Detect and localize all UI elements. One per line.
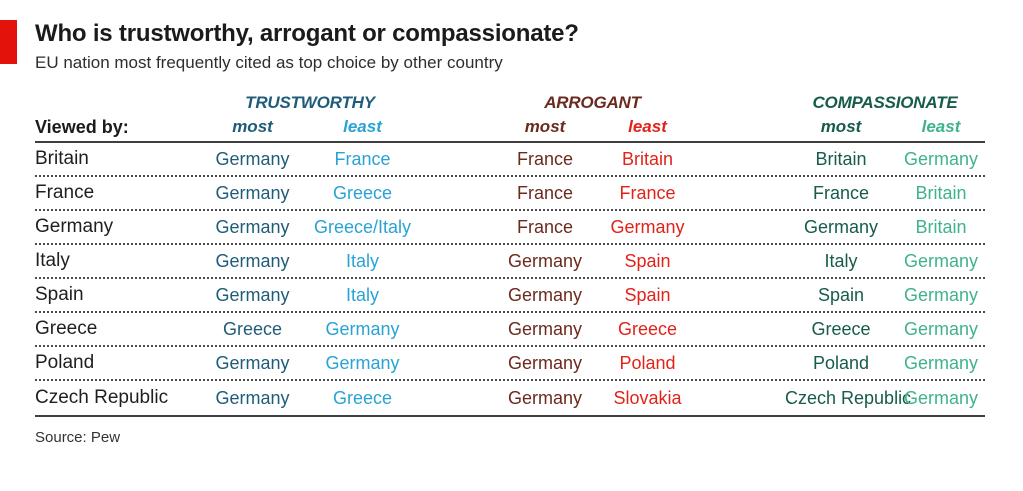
table-row: Spain Germany Italy Germany Spain Spain … xyxy=(35,279,985,313)
cell-compassionate-most: Britain xyxy=(815,148,867,169)
group-header-compassionate: COMPASSIONATE xyxy=(812,93,958,112)
subheader-compassionate-most: most xyxy=(820,117,862,136)
table-row: France Germany Greece France France Fran… xyxy=(35,177,985,211)
brand-accent-block xyxy=(0,20,17,64)
cell-trustworthy-least: Greece/Italy xyxy=(313,216,412,237)
subheader-trustworthy-least: least xyxy=(343,117,382,136)
row-label: Greece xyxy=(35,318,98,339)
cell-compassionate-least: Germany xyxy=(903,148,979,169)
page-subtitle: EU nation most frequently cited as top c… xyxy=(35,53,503,72)
cell-arrogant-most: Germany xyxy=(507,250,583,271)
cell-compassionate-most: Spain xyxy=(817,284,865,305)
subheader-arrogant-most: most xyxy=(524,117,566,136)
cell-arrogant-most: Germany xyxy=(507,352,583,373)
table-row: Czech Republic Germany Greece Germany Sl… xyxy=(35,381,985,415)
cell-compassionate-most: France xyxy=(812,182,870,203)
source-note: Source: Pew xyxy=(35,429,121,446)
cell-compassionate-most: Greece xyxy=(811,318,871,339)
table-row: Poland Germany Germany Germany Poland Po… xyxy=(35,347,985,381)
table-row: Italy Germany Italy Germany Spain Italy … xyxy=(35,245,985,279)
cell-trustworthy-most: Germany xyxy=(215,216,290,237)
cell-arrogant-least: Spain xyxy=(624,284,671,305)
row-label: Britain xyxy=(35,148,89,169)
cell-arrogant-most: France xyxy=(516,148,574,169)
subheader-compassionate-least: least xyxy=(921,117,961,136)
cell-trustworthy-most: Germany xyxy=(215,182,290,203)
cell-trustworthy-most: Greece xyxy=(222,318,283,339)
row-label: Italy xyxy=(35,250,70,271)
row-header-label: Viewed by: xyxy=(35,116,129,137)
cell-trustworthy-most: Germany xyxy=(215,352,290,373)
cell-compassionate-least: Britain xyxy=(915,216,967,237)
cell-trustworthy-most: Germany xyxy=(215,284,290,305)
cell-compassionate-most: Poland xyxy=(812,352,870,373)
cell-trustworthy-least: Greece xyxy=(332,182,393,203)
subheader-arrogant-least: least xyxy=(628,117,667,136)
cell-arrogant-least: Germany xyxy=(610,216,685,237)
cell-compassionate-most: Germany xyxy=(803,216,879,237)
group-header-arrogant: ARROGANT xyxy=(544,93,641,112)
cell-trustworthy-least: France xyxy=(334,148,391,169)
row-label: Czech Republic xyxy=(35,387,169,408)
cell-arrogant-least: Spain xyxy=(624,250,671,271)
cell-trustworthy-most: Germany xyxy=(215,250,290,271)
row-label: Spain xyxy=(35,284,84,305)
cell-arrogant-least: Slovakia xyxy=(613,387,682,408)
cell-compassionate-least: Germany xyxy=(903,352,979,373)
cell-arrogant-least: Greece xyxy=(617,318,678,339)
cell-arrogant-most: France xyxy=(516,216,574,237)
cell-trustworthy-least: Italy xyxy=(345,250,379,271)
data-table: TRUSTWORTHY ARROGANT COMPASSIONATE Viewe… xyxy=(35,89,985,417)
cell-arrogant-least: Poland xyxy=(619,352,676,373)
cell-compassionate-least: Britain xyxy=(915,182,967,203)
table-row: Germany Germany Greece/Italy France Germ… xyxy=(35,211,985,245)
cell-arrogant-least: France xyxy=(619,182,676,203)
cell-compassionate-least: Germany xyxy=(903,284,979,305)
table-body: Britain Germany France France Britain Br… xyxy=(35,141,985,417)
cell-trustworthy-most: Germany xyxy=(215,148,290,169)
subheader-trustworthy-most: most xyxy=(232,117,273,136)
infographic: Who is trustworthy, arrogant or compassi… xyxy=(0,20,1023,446)
cell-compassionate-most: Italy xyxy=(824,250,858,271)
cell-arrogant-most: Germany xyxy=(507,284,583,305)
cell-trustworthy-most: Germany xyxy=(215,387,290,408)
cell-arrogant-least: Britain xyxy=(621,148,674,169)
table-row: Greece Greece Germany Germany Greece Gre… xyxy=(35,313,985,347)
group-header-trustworthy: TRUSTWORTHY xyxy=(245,93,375,112)
column-group-header-row: TRUSTWORTHY ARROGANT COMPASSIONATE xyxy=(35,89,985,113)
row-label: Poland xyxy=(35,352,95,373)
cell-trustworthy-least: Germany xyxy=(325,318,400,339)
cell-compassionate-least: Germany xyxy=(903,250,979,271)
cell-compassionate-least: Germany xyxy=(903,318,979,339)
cell-trustworthy-least: Italy xyxy=(345,284,379,305)
cell-arrogant-most: Germany xyxy=(507,387,583,408)
column-subheader-row: Viewed by: most least most least most le… xyxy=(35,113,985,141)
page-title: Who is trustworthy, arrogant or compassi… xyxy=(35,20,579,47)
cell-compassionate-most: Czech Republic xyxy=(785,387,912,408)
cell-arrogant-most: France xyxy=(516,182,574,203)
cell-compassionate-least: Germany xyxy=(903,387,979,408)
cell-trustworthy-least: Greece xyxy=(332,387,393,408)
table-row: Britain Germany France France Britain Br… xyxy=(35,143,985,177)
row-label: Germany xyxy=(35,216,114,237)
cell-trustworthy-least: Germany xyxy=(325,352,400,373)
cell-arrogant-most: Germany xyxy=(507,318,583,339)
row-label: France xyxy=(35,182,95,203)
